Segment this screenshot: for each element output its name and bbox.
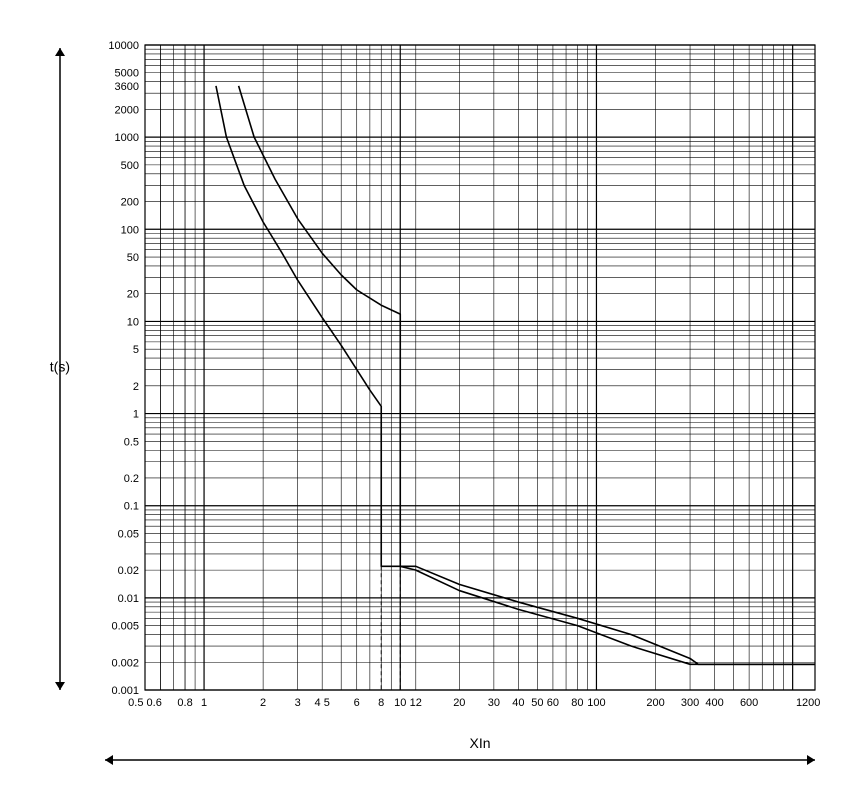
x-axis-label: XIn [469, 735, 490, 751]
y-tick-label: 10000 [108, 40, 139, 52]
y-tick-label: 0.2 [124, 473, 139, 485]
y-tick-label: 5000 [115, 68, 139, 80]
x-tick-label: 40 [512, 697, 524, 709]
y-tick-label: 0.01 [118, 593, 139, 605]
x-tick-label: 600 [740, 697, 758, 709]
y-tick-label: 100 [121, 224, 139, 236]
y-tick-label: 50 [127, 252, 139, 264]
y-tick-label: 0.05 [118, 528, 139, 540]
x-tick-label: 50 [531, 697, 543, 709]
x-tick-label: 30 [488, 697, 500, 709]
y-tick-label: 20 [127, 289, 139, 301]
x-tick-label: 6 [354, 697, 360, 709]
x-tick-label: 2 [260, 697, 266, 709]
y-tick-label: 500 [121, 160, 139, 172]
x-tick-label: 20 [453, 697, 465, 709]
y-tick-label: 2 [133, 381, 139, 393]
x-tick-label: 60 [547, 697, 559, 709]
x-tick-label: 100 [587, 697, 605, 709]
x-tick-label: 300 [681, 697, 699, 709]
y-tick-label: 0.002 [111, 657, 139, 669]
y-tick-label: 1000 [115, 132, 139, 144]
x-tick-label: 12 [410, 697, 422, 709]
y-tick-label: 10 [127, 316, 139, 328]
x-tick-label: 3 [295, 697, 301, 709]
trip-curve-chart: 0.0010.0020.0050.010.020.050.10.20.51251… [0, 0, 857, 799]
x-tick-label: 4 5 [315, 697, 330, 709]
y-tick-label: 0.001 [111, 685, 139, 697]
y-tick-label: 1 [133, 409, 139, 421]
x-tick-label: 8 [378, 697, 384, 709]
y-tick-label: 3600 [115, 81, 139, 93]
x-tick-label: 200 [646, 697, 664, 709]
y-tick-label: 0.1 [124, 501, 139, 513]
x-tick-label: 400 [705, 697, 723, 709]
y-tick-label: 200 [121, 197, 139, 209]
y-tick-label: 0.5 [124, 436, 139, 448]
y-tick-label: 5 [133, 344, 139, 356]
x-tick-label: 80 [571, 697, 583, 709]
x-tick-label: 0.5 0.6 [128, 697, 162, 709]
y-tick-label: 0.02 [118, 565, 139, 577]
x-tick-label: 1 [201, 697, 207, 709]
x-tick-label: 10 [394, 697, 406, 709]
x-tick-label: 1200 [796, 697, 820, 709]
x-tick-label: 0.8 [177, 697, 192, 709]
y-tick-label: 2000 [115, 104, 139, 116]
chart-container: 0.0010.0020.0050.010.020.050.10.20.51251… [0, 0, 857, 799]
y-tick-label: 0.005 [111, 621, 139, 633]
